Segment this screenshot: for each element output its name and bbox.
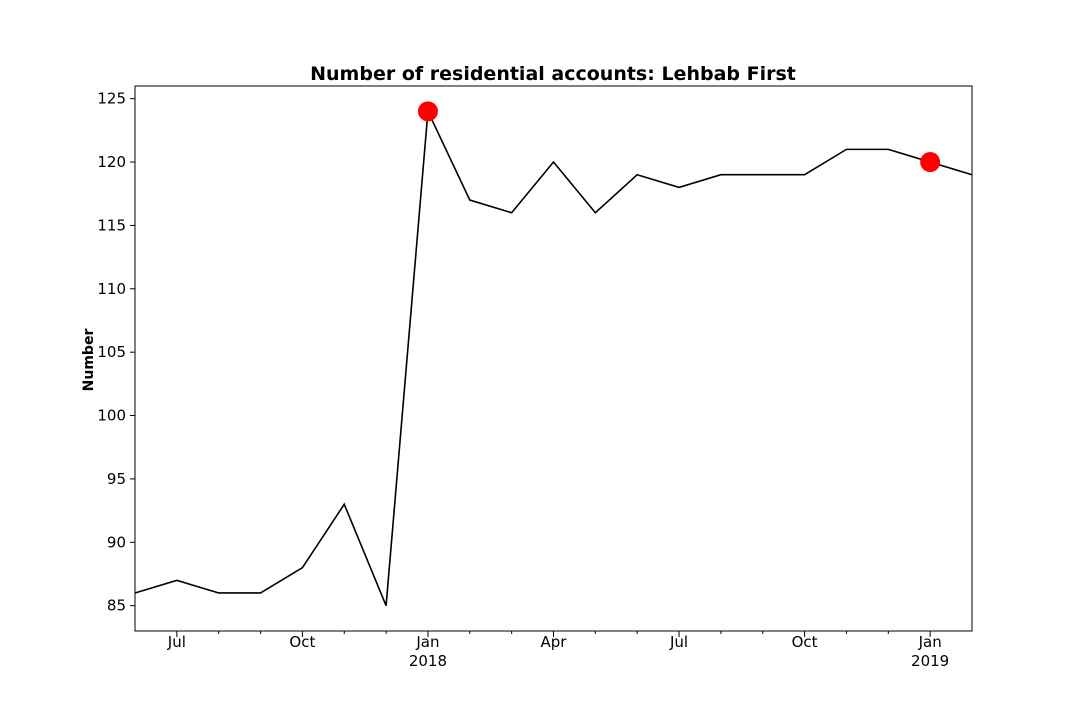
y-tick-label: 90	[107, 533, 126, 551]
x-tick-year-label: 2019	[911, 652, 949, 670]
y-axis-label: Number	[81, 329, 97, 392]
x-tick-label: Apr	[541, 633, 568, 651]
y-tick-label: 95	[107, 470, 126, 488]
y-tick-label: 125	[97, 90, 126, 108]
y-tick-label: 120	[97, 153, 126, 171]
x-tick-label: Jan	[918, 633, 942, 651]
y-tick-label: 100	[97, 407, 126, 425]
plot-area	[134, 101, 973, 606]
x-tick-label: Oct	[289, 633, 315, 651]
highlight-point	[417, 101, 438, 122]
x-tick-label: Jul	[669, 633, 688, 651]
x-tick-label: Jul	[167, 633, 186, 651]
y-tick-label: 115	[97, 216, 126, 234]
y-axis: 85 90 95 100 105 110 115 120 125	[97, 90, 135, 615]
chart-title: Number of residential accounts: Lehbab F…	[310, 63, 796, 85]
y-tick-label: 110	[97, 280, 126, 298]
series-line	[134, 108, 973, 606]
x-tick-year-label: 2018	[409, 652, 447, 670]
x-tick-label: Jan	[415, 633, 439, 651]
y-tick-label: 85	[107, 597, 126, 615]
plot-frame	[134, 85, 973, 632]
x-tick-label: Oct	[792, 633, 818, 651]
y-tick-label: 105	[97, 343, 126, 361]
highlight-point	[920, 152, 941, 173]
